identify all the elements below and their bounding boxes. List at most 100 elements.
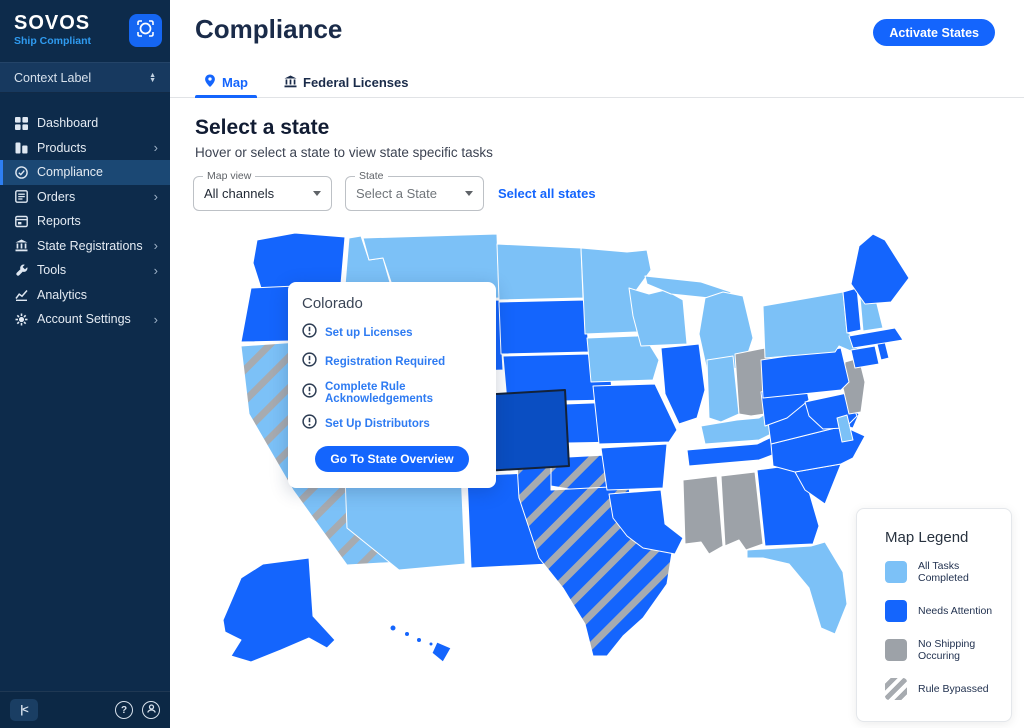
attention-swatch — [885, 600, 907, 622]
dashboard-icon — [14, 116, 28, 130]
sidebar-item-analytics[interactable]: Analytics — [0, 283, 170, 308]
legend-row-attention: Needs Attention — [885, 600, 1011, 622]
state-HI[interactable] — [404, 631, 410, 637]
person-icon — [146, 703, 157, 717]
state-ND[interactable] — [496, 243, 584, 301]
state-TX[interactable] — [516, 461, 674, 657]
state-AR[interactable] — [600, 443, 668, 491]
legend-label: All Tasks Completed — [918, 560, 969, 584]
legend-label: No Shipping Occuring — [918, 638, 976, 662]
task-label: Set Up Distributors — [325, 418, 430, 430]
state-HI[interactable] — [428, 641, 434, 647]
select-all-states-link[interactable]: Select all states — [498, 186, 596, 201]
exclamation-icon — [302, 323, 317, 343]
sidebar-footer: |< ? — [0, 691, 170, 728]
main-content: Compliance Activate States Map Federal L… — [170, 0, 1024, 728]
map-view-select[interactable]: Map view All channels — [193, 170, 332, 211]
task-label: Complete Rule Acknowledgements — [325, 381, 433, 405]
sidebar-item-dashboard[interactable]: Dashboard — [0, 111, 170, 136]
task-link-complete-rule-acknowledgements[interactable]: Complete Rule Acknowledgements — [302, 381, 482, 405]
us-map: Colorado Set up Licenses Registration Re… — [195, 228, 915, 688]
state-LA[interactable] — [608, 489, 684, 555]
state-VT[interactable] — [842, 287, 862, 334]
dropdown-caret-icon — [313, 191, 321, 196]
focus-circle-icon — [136, 19, 155, 43]
sidebar-item-label: Dashboard — [37, 116, 99, 131]
state-MS[interactable] — [682, 475, 724, 555]
state-HI[interactable] — [431, 641, 452, 663]
sidebar-item-tools[interactable]: Tools › — [0, 258, 170, 283]
state-DE[interactable] — [836, 414, 854, 443]
state-SD[interactable] — [498, 299, 590, 355]
sidebar-item-label: Tools — [37, 263, 67, 278]
state-AL[interactable] — [720, 471, 764, 551]
state-MA[interactable] — [848, 327, 904, 349]
section-heading: Select a state — [195, 116, 330, 139]
sidebar-item-reports[interactable]: Reports — [0, 209, 170, 234]
state-HI[interactable] — [416, 637, 422, 643]
sidebar-item-label: Compliance — [37, 165, 104, 180]
state-FL[interactable] — [746, 541, 848, 635]
chevron-right-icon: › — [153, 140, 158, 156]
state-RI[interactable] — [876, 341, 890, 361]
task-label: Set up Licenses — [325, 327, 413, 339]
products-icon — [14, 141, 28, 155]
state-select[interactable]: State Select a State — [345, 170, 484, 211]
sidebar-item-products[interactable]: Products › — [0, 136, 170, 161]
tab-federal-licenses[interactable]: Federal Licenses — [275, 68, 418, 97]
state-MO[interactable] — [592, 383, 678, 445]
sort-chevrons-icon: ▲ ▼ — [149, 71, 156, 84]
state-WI[interactable] — [628, 287, 688, 347]
completed-swatch — [885, 561, 907, 583]
section-subheading: Hover or select a state to view state sp… — [195, 145, 493, 160]
account-button[interactable] — [142, 701, 160, 719]
legend-row-rule-bypassed: Rule Bypassed — [885, 678, 1011, 700]
task-link-set-up-distributors[interactable]: Set Up Distributors — [302, 414, 482, 434]
chevron-right-icon: › — [153, 262, 158, 278]
sidebar-item-state-registrations[interactable]: State Registrations › — [0, 234, 170, 259]
map-view-label: Map view — [203, 170, 256, 182]
chevron-right-icon: › — [153, 238, 158, 254]
reports-icon — [14, 214, 28, 228]
tab-map[interactable]: Map — [195, 68, 257, 98]
collapse-sidebar-button[interactable]: |< — [10, 699, 38, 721]
exclamation-icon — [302, 383, 317, 403]
state-IN[interactable] — [706, 355, 740, 423]
task-link-registration-required[interactable]: Registration Required — [302, 352, 482, 372]
chevron-right-icon: › — [153, 311, 158, 327]
state-CT[interactable] — [850, 345, 880, 369]
state-ME[interactable] — [850, 233, 910, 305]
dropdown-caret-icon — [465, 191, 473, 196]
legend-label: Rule Bypassed — [918, 683, 989, 695]
bank-icon — [14, 239, 28, 253]
sidebar-item-label: Analytics — [37, 287, 88, 302]
state-WA[interactable] — [252, 232, 346, 289]
page-title: Compliance — [195, 14, 343, 44]
no-shipping-swatch — [885, 639, 907, 661]
ship-compliant-label: Ship Compliant — [14, 35, 91, 47]
sidebar-item-compliance[interactable]: Compliance — [0, 160, 170, 185]
legend-label: Needs Attention — [918, 605, 993, 617]
sidebar-item-orders[interactable]: Orders › — [0, 185, 170, 210]
sovos-logo: SOVOS — [14, 12, 91, 34]
sidebar-item-label: Products — [37, 140, 87, 155]
state-AK[interactable] — [222, 557, 336, 663]
sidebar-item-account-settings[interactable]: Account Settings › — [0, 307, 170, 332]
sidebar-item-label: Account Settings — [37, 312, 131, 327]
wrench-icon — [14, 263, 28, 277]
task-link-set-up-licenses[interactable]: Set up Licenses — [302, 323, 482, 343]
app-switcher-button[interactable] — [129, 14, 162, 47]
sidebar-nav: Dashboard Products › Compliance Orders — [0, 111, 170, 332]
sidebar: SOVOS Ship Compliant Context Label ▲ ▼ — [0, 0, 170, 728]
rule-bypassed-swatch — [885, 678, 907, 700]
state-select-placeholder: Select a State — [356, 186, 437, 201]
state-IL[interactable] — [660, 343, 706, 425]
go-to-state-overview-button[interactable]: Go To State Overview — [315, 446, 469, 472]
state-HI[interactable] — [389, 624, 397, 632]
bank-icon — [284, 75, 297, 91]
chevron-right-icon: › — [153, 189, 158, 205]
context-selector[interactable]: Context Label ▲ ▼ — [0, 62, 170, 93]
help-button[interactable]: ? — [115, 701, 133, 719]
state-tooltip: Colorado Set up Licenses Registration Re… — [288, 282, 496, 488]
activate-states-button[interactable]: Activate States — [873, 19, 995, 46]
